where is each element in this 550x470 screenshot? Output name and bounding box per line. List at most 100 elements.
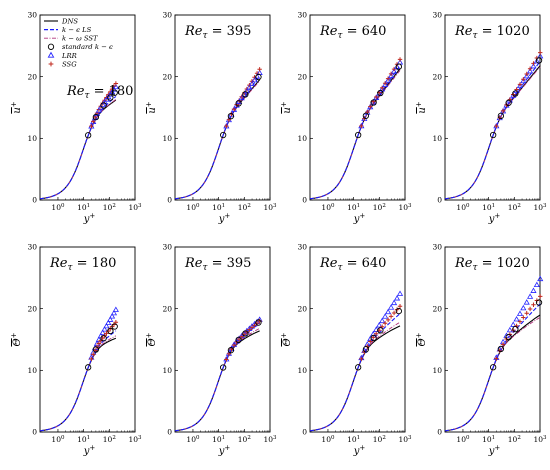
y-tick-label: 30	[162, 11, 172, 20]
x-tick-label: 103	[398, 203, 412, 212]
y-tick-label: 20	[432, 304, 442, 313]
standard-k-epsilon-marker	[227, 347, 235, 354]
legend-marker-lrr	[47, 51, 55, 58]
ssg-marker	[89, 123, 94, 129]
standard-k-epsilon-marker	[242, 330, 249, 337]
ssg-marker	[514, 323, 519, 329]
lrr-marker	[396, 290, 404, 296]
standard-k-epsilon-marker	[107, 94, 114, 101]
panel-title: Reτ = 640	[319, 256, 386, 273]
y-tick-label: 10	[27, 366, 37, 375]
lrr-marker	[382, 81, 389, 87]
lrr-marker	[533, 281, 540, 288]
x-tick-label: 102	[103, 203, 116, 212]
panel-title: Reτ = 180	[49, 256, 116, 273]
series-k-epsilon-ls-line	[39, 330, 117, 432]
standard-k-epsilon-marker	[505, 99, 512, 106]
lrr-marker	[527, 293, 534, 299]
lrr-marker	[390, 299, 398, 306]
y-axis-label: Θ+	[280, 332, 293, 346]
lrr-marker	[103, 322, 110, 329]
axes-frame	[174, 14, 271, 201]
ssg-marker	[500, 108, 506, 114]
standard-k-epsilon-marker	[107, 327, 114, 335]
x-tick-label: 100	[456, 435, 470, 444]
panel-title: Reτ = 395	[184, 24, 251, 41]
x-tick-label: 100	[321, 203, 335, 212]
series-k-omega-sst-line	[444, 316, 541, 432]
lrr-marker	[530, 62, 537, 69]
x-tick-label: 101	[77, 203, 90, 212]
lrr-marker	[388, 72, 395, 79]
subplot-3: 0 10 20 30 100 101 102 103 y+ u+ Reτ = 640	[280, 11, 412, 225]
lrr-marker	[379, 317, 386, 324]
y-tick-label: 10	[162, 366, 172, 375]
axes-frame	[174, 246, 271, 433]
axes-frame	[309, 246, 406, 433]
series-k-omega-sst-line	[174, 328, 260, 432]
standard-k-epsilon-marker	[377, 327, 384, 334]
ssg-marker	[359, 123, 364, 129]
legend-label: standard k − ϵ	[62, 43, 113, 51]
ssg-marker	[239, 94, 244, 99]
legend-label: DNS	[61, 17, 78, 25]
standard-k-epsilon-marker	[497, 112, 505, 120]
standard-k-epsilon-marker	[255, 73, 262, 81]
x-axis-label: y+	[218, 444, 231, 457]
ssg-marker	[224, 123, 229, 129]
ssg-marker	[397, 57, 403, 62]
ssg-marker	[249, 79, 255, 84]
legend-label: k − ω SST	[62, 35, 98, 43]
lrr-marker	[510, 92, 517, 98]
ssg-marker	[104, 331, 109, 336]
lrr-marker	[112, 306, 119, 312]
y-tick-label: 30	[27, 11, 37, 20]
ssg-marker	[397, 304, 403, 309]
lrr-marker	[109, 313, 116, 319]
ssg-marker	[521, 77, 526, 82]
lrr-marker	[513, 316, 520, 322]
panel-title: Reτ = 640	[319, 24, 386, 41]
series-dns-line	[39, 337, 117, 432]
standard-k-epsilon-marker	[370, 334, 377, 342]
x-tick-label: 101	[347, 435, 360, 444]
y-tick-label: 30	[432, 243, 442, 252]
subplot-6: 0 10 20 30 100 101 102 103 y+ Θ+ Reτ = 395	[145, 243, 277, 457]
ssg-marker	[385, 317, 391, 323]
ssg-marker	[521, 315, 526, 320]
y-axis-label: Θ+	[10, 332, 23, 346]
ssg-marker	[531, 61, 536, 66]
ssg-marker	[524, 311, 529, 316]
standard-k-epsilon-marker	[111, 323, 118, 330]
lrr-marker	[385, 77, 392, 83]
x-tick-label: 101	[347, 203, 360, 212]
ssg-marker	[385, 76, 391, 81]
x-tick-label: 101	[212, 435, 225, 444]
ssg-marker	[368, 104, 373, 109]
x-tick-label: 100	[51, 203, 65, 212]
series-k-omega-sst-line	[444, 66, 541, 200]
ssg-marker	[224, 357, 229, 362]
standard-k-epsilon-marker	[362, 346, 370, 353]
ssg-marker	[524, 71, 529, 77]
lrr-marker	[101, 98, 108, 105]
x-tick-label: 100	[321, 435, 335, 444]
ssg-marker	[391, 66, 397, 72]
subplot-7: 0 10 20 30 100 101 102 103 y+ Θ+ Reτ = 640	[280, 243, 412, 457]
lrr-marker	[246, 84, 253, 90]
y-tick-label: 20	[297, 72, 307, 81]
x-tick-label: 100	[51, 435, 65, 444]
standard-k-epsilon-marker	[490, 364, 497, 371]
lrr-marker	[385, 308, 392, 315]
x-tick-label: 103	[263, 435, 277, 444]
ssg-marker	[497, 348, 502, 354]
y-tick-label: 20	[27, 72, 37, 81]
standard-k-epsilon-marker	[512, 325, 519, 333]
y-tick-label: 10	[432, 366, 442, 375]
standard-k-epsilon-marker	[100, 335, 107, 342]
y-tick-label: 30	[297, 11, 307, 20]
ssg-marker	[494, 356, 499, 361]
standard-k-epsilon-marker	[535, 57, 543, 64]
